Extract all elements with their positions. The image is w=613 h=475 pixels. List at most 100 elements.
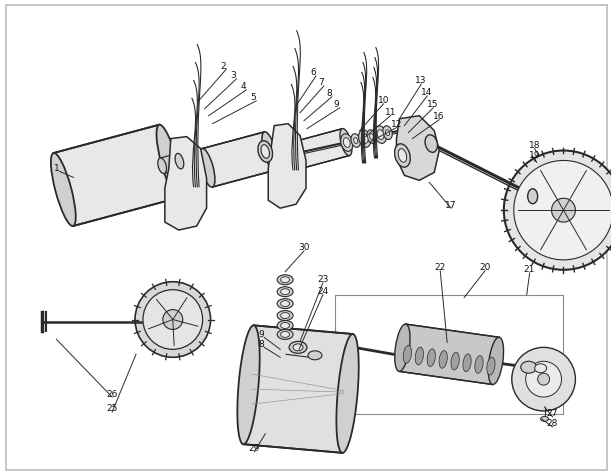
Ellipse shape xyxy=(541,417,549,421)
Ellipse shape xyxy=(451,352,459,370)
Text: 20: 20 xyxy=(479,263,490,272)
Polygon shape xyxy=(202,132,275,187)
Ellipse shape xyxy=(427,349,435,367)
Circle shape xyxy=(552,198,576,222)
Circle shape xyxy=(143,290,203,349)
Ellipse shape xyxy=(199,149,215,187)
Text: 17: 17 xyxy=(445,201,457,209)
Text: 7: 7 xyxy=(318,78,324,87)
Text: 9: 9 xyxy=(334,100,340,109)
Ellipse shape xyxy=(343,138,350,147)
Text: 16: 16 xyxy=(433,112,445,121)
Ellipse shape xyxy=(340,129,352,156)
Ellipse shape xyxy=(395,144,410,167)
Circle shape xyxy=(163,310,183,330)
Polygon shape xyxy=(165,137,207,230)
Text: 13: 13 xyxy=(416,76,427,86)
Ellipse shape xyxy=(475,356,483,373)
Circle shape xyxy=(512,347,576,411)
Ellipse shape xyxy=(281,323,289,329)
Ellipse shape xyxy=(375,126,387,143)
Ellipse shape xyxy=(281,289,289,294)
Ellipse shape xyxy=(277,311,293,321)
Ellipse shape xyxy=(351,134,360,147)
Text: 26: 26 xyxy=(106,390,118,399)
Text: 6: 6 xyxy=(310,68,316,77)
Ellipse shape xyxy=(528,189,538,204)
Ellipse shape xyxy=(262,132,277,171)
Ellipse shape xyxy=(261,145,270,158)
Ellipse shape xyxy=(367,130,376,143)
Ellipse shape xyxy=(403,345,411,363)
Ellipse shape xyxy=(341,134,353,152)
Ellipse shape xyxy=(489,337,503,385)
Ellipse shape xyxy=(277,287,293,297)
Ellipse shape xyxy=(281,277,289,283)
Text: 3: 3 xyxy=(230,71,236,80)
Ellipse shape xyxy=(370,133,374,140)
Text: 24: 24 xyxy=(317,287,328,296)
Ellipse shape xyxy=(175,153,184,169)
Ellipse shape xyxy=(386,130,389,135)
Ellipse shape xyxy=(292,142,304,169)
Text: 12: 12 xyxy=(390,120,402,129)
Ellipse shape xyxy=(337,334,359,453)
Polygon shape xyxy=(243,325,352,453)
Polygon shape xyxy=(399,324,499,384)
Text: 15: 15 xyxy=(427,100,439,109)
Ellipse shape xyxy=(237,325,260,444)
Text: 8: 8 xyxy=(326,89,332,98)
Text: 22: 22 xyxy=(434,263,446,272)
Circle shape xyxy=(538,373,550,385)
Ellipse shape xyxy=(383,126,392,140)
Ellipse shape xyxy=(258,141,273,162)
Ellipse shape xyxy=(277,321,293,331)
Text: 2: 2 xyxy=(221,61,226,70)
Text: 23: 23 xyxy=(317,275,329,284)
Ellipse shape xyxy=(281,301,289,306)
Text: 4: 4 xyxy=(240,82,246,91)
Text: 1: 1 xyxy=(53,164,59,173)
Text: 30: 30 xyxy=(298,244,310,252)
Text: 19: 19 xyxy=(528,151,540,160)
Ellipse shape xyxy=(359,130,371,147)
Ellipse shape xyxy=(277,299,293,309)
Text: 27: 27 xyxy=(547,409,558,418)
Ellipse shape xyxy=(395,324,410,371)
Text: 5: 5 xyxy=(250,93,256,102)
Ellipse shape xyxy=(377,130,384,140)
Ellipse shape xyxy=(289,342,307,353)
Text: 11: 11 xyxy=(384,108,396,117)
Ellipse shape xyxy=(415,347,424,365)
Ellipse shape xyxy=(308,351,322,360)
Ellipse shape xyxy=(51,153,76,226)
Circle shape xyxy=(504,151,613,270)
Polygon shape xyxy=(397,116,440,180)
Ellipse shape xyxy=(425,135,438,152)
Text: 28: 28 xyxy=(547,419,558,428)
Ellipse shape xyxy=(158,158,167,173)
Ellipse shape xyxy=(398,149,406,162)
Ellipse shape xyxy=(277,275,293,285)
Circle shape xyxy=(135,282,210,357)
Text: 21: 21 xyxy=(524,266,535,274)
Text: 25: 25 xyxy=(106,405,118,414)
Polygon shape xyxy=(294,129,349,169)
Ellipse shape xyxy=(277,330,293,340)
Text: 14: 14 xyxy=(421,88,433,97)
Circle shape xyxy=(514,161,613,260)
Ellipse shape xyxy=(520,361,536,373)
Ellipse shape xyxy=(361,133,368,143)
Ellipse shape xyxy=(487,357,495,375)
Text: 10: 10 xyxy=(378,96,389,105)
Ellipse shape xyxy=(354,138,358,143)
Ellipse shape xyxy=(281,332,289,337)
Text: 29: 29 xyxy=(248,444,260,453)
Text: 9: 9 xyxy=(258,330,264,339)
Polygon shape xyxy=(160,153,181,173)
Ellipse shape xyxy=(463,354,471,371)
Polygon shape xyxy=(268,124,306,208)
Ellipse shape xyxy=(281,313,289,319)
Ellipse shape xyxy=(293,344,303,351)
Text: 18: 18 xyxy=(528,141,540,150)
